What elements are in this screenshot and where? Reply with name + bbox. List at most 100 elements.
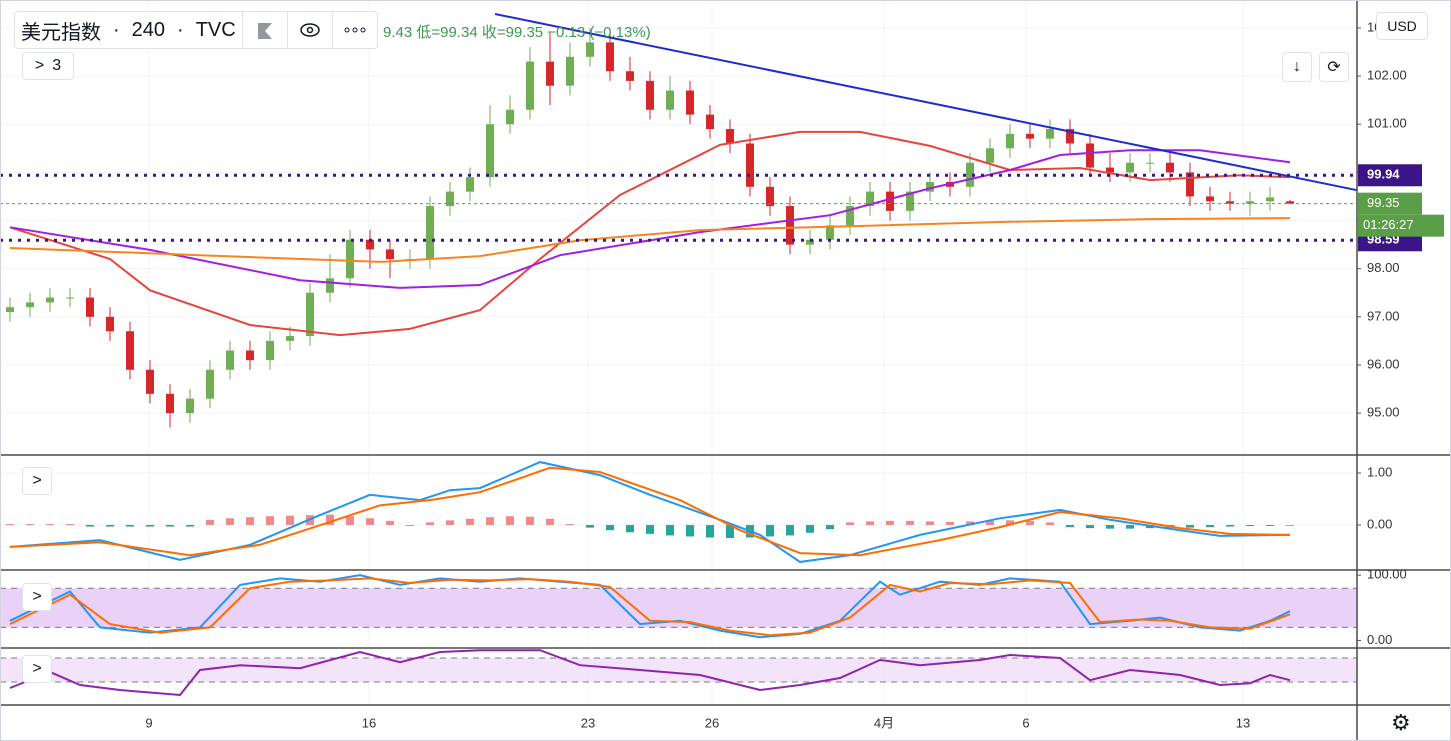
indicator-line <box>9 149 1291 289</box>
candle-body <box>726 129 734 144</box>
candle-body <box>706 114 714 130</box>
candle-body <box>926 182 934 192</box>
candle-body <box>626 71 634 81</box>
y-tick-label: 98.00 <box>1367 260 1400 275</box>
indicator-count: 3 <box>52 57 62 74</box>
histogram-bar <box>406 525 414 527</box>
candle-body <box>786 206 794 245</box>
candle-body <box>366 239 374 250</box>
flag-button[interactable] <box>241 12 287 48</box>
last-price-bg <box>1358 192 1422 215</box>
y-tick-label: 0.00 <box>1367 632 1392 647</box>
histogram-bar <box>286 515 294 526</box>
x-tick-label: 16 <box>362 715 376 730</box>
histogram-bar <box>666 525 674 536</box>
indicator-line <box>9 577 1291 637</box>
indicators-toggle[interactable]: >3 <box>22 52 74 80</box>
histogram-bar <box>566 523 574 526</box>
candle-body <box>506 109 514 125</box>
candle-body <box>886 191 894 211</box>
candle-body <box>246 350 254 361</box>
candle-body <box>386 249 394 260</box>
histogram-bar <box>646 525 654 534</box>
histogram-bar <box>806 525 814 533</box>
candle-body <box>266 340 274 361</box>
candle-body <box>106 316 114 332</box>
candle-body <box>1066 129 1074 144</box>
histogram-bar <box>1066 525 1074 528</box>
level-label: 99.94 <box>1367 167 1400 182</box>
candle-body <box>226 350 234 370</box>
candle-body <box>1166 162 1174 173</box>
y-tick-label: 95.00 <box>1367 405 1400 420</box>
candle-body <box>826 225 834 240</box>
candle-body <box>986 148 994 163</box>
candle-body <box>666 90 674 110</box>
countdown-label: 01:26:27 <box>1363 217 1414 232</box>
symbol-toolbar[interactable]: 美元指数 · 240 · TVC <box>14 11 378 49</box>
pane-toggle[interactable]: > <box>22 467 52 495</box>
more-icon <box>344 27 366 33</box>
y-tick-label: 100.00 <box>1367 567 1407 582</box>
candle-body <box>1006 133 1014 149</box>
histogram-bar <box>346 516 354 526</box>
pane-toggle[interactable]: > <box>22 655 52 683</box>
candle-body <box>966 162 974 187</box>
eye-button[interactable] <box>286 12 332 48</box>
x-tick-label: 6 <box>1022 715 1029 730</box>
candle-body <box>1286 201 1294 204</box>
histogram-bar <box>486 517 494 526</box>
candle-body <box>1206 196 1214 202</box>
ohlc-legend: 9.43 低=99.34 收=99.35 −0.13 (−0.13%) <box>383 24 651 41</box>
histogram-bar <box>26 523 34 526</box>
candle-body <box>306 292 314 337</box>
y-tick-label: 101.00 <box>1367 116 1407 131</box>
histogram-bar <box>786 525 794 536</box>
reset-button[interactable]: ⟳ <box>1319 52 1349 82</box>
currency-badge[interactable]: USD <box>1376 12 1428 40</box>
histogram-bar <box>6 523 14 526</box>
histogram-bar <box>1206 525 1214 528</box>
histogram-bar <box>186 525 194 527</box>
histogram-bar <box>586 525 594 528</box>
histogram-bar <box>946 521 954 526</box>
candle-body <box>1126 162 1134 173</box>
candle-body <box>26 302 34 308</box>
candle-body <box>166 393 174 414</box>
candle-body <box>146 369 154 394</box>
settings-icon[interactable]: ⚙ <box>1391 710 1411 735</box>
dot: · <box>177 18 184 41</box>
histogram-bar <box>46 523 54 526</box>
candle-body <box>346 239 354 279</box>
candle-body <box>1246 201 1254 204</box>
histogram-bar <box>506 516 514 526</box>
indicator-line <box>9 461 1291 563</box>
x-tick-label: 4月 <box>874 715 894 730</box>
candle-body <box>426 206 434 260</box>
histogram-bar <box>1226 525 1234 527</box>
y-tick-label: 0.00 <box>1367 516 1392 531</box>
histogram-bar <box>546 518 554 526</box>
candle-body <box>586 42 594 57</box>
histogram-bar <box>466 518 474 526</box>
candle-body <box>566 56 574 86</box>
histogram-bar <box>906 520 914 526</box>
more-button[interactable] <box>331 12 377 48</box>
histogram-bar <box>426 522 434 526</box>
x-tick-label: 13 <box>1236 715 1250 730</box>
histogram-bar <box>386 520 394 526</box>
chevron: > <box>34 57 45 74</box>
scroll-button[interactable]: ↓ <box>1282 52 1312 82</box>
eye-icon <box>299 23 320 37</box>
histogram-bar <box>326 514 334 526</box>
histogram-bar <box>706 525 714 538</box>
x-tick-label: 26 <box>705 715 719 730</box>
candle-body <box>1086 143 1094 168</box>
pane-toggle[interactable]: > <box>22 583 52 611</box>
histogram-bar <box>1026 520 1034 526</box>
histogram-bar <box>66 523 74 526</box>
symbol: 美元指数 <box>21 21 101 44</box>
candle-body <box>846 206 854 226</box>
candle-body <box>286 336 294 341</box>
